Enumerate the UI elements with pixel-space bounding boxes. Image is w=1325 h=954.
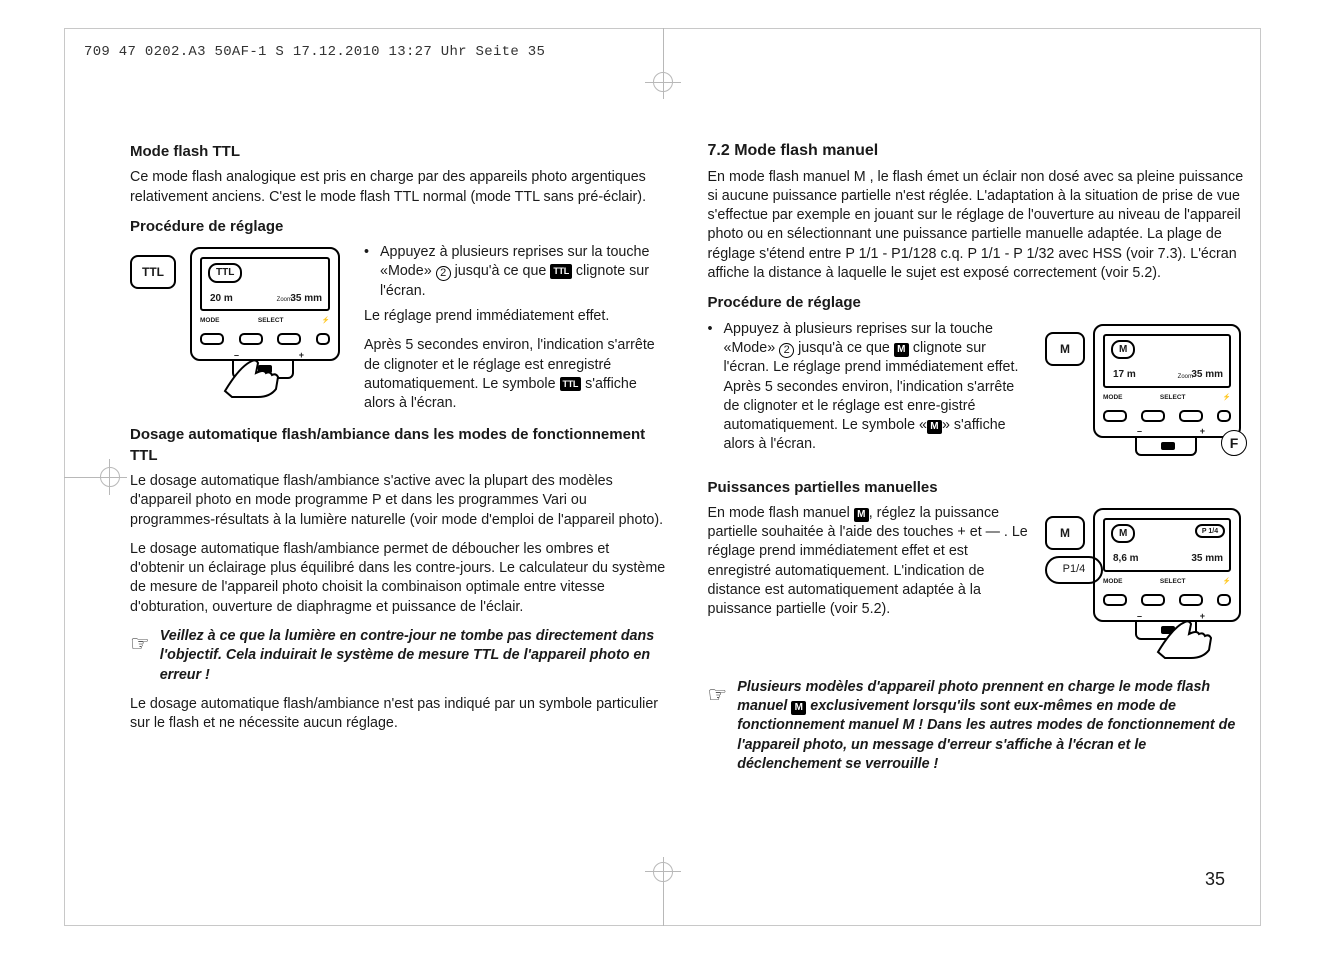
flash-figure-m1: M M 17 m Zoom 35 mm MODE SELECT ⚡: [1045, 324, 1245, 464]
bullet-1-right: • Appuyez à plusieurs reprises sur la to…: [708, 320, 1032, 455]
flash-lcd-m2: M 8,6 m P 1/4 35 mm: [1103, 518, 1231, 572]
plus-label: +: [299, 349, 304, 361]
circled-2-icon: 2: [436, 266, 451, 281]
mode-label-m2: MODE: [1103, 578, 1123, 587]
dosage-p1: Le dosage automatique flash/ambiance s'a…: [130, 472, 668, 530]
crop-mark-left-v: [109, 459, 110, 495]
lcd-mode-indicator-m2: M: [1111, 524, 1135, 544]
procedure-block-right: M M 17 m Zoom 35 mm MODE SELECT ⚡: [708, 320, 1246, 470]
lcd-mode-indicator-m1: M: [1111, 340, 1135, 360]
lcd-distance-m1: 17 m: [1113, 368, 1136, 382]
mode-button-m1: [1103, 410, 1127, 422]
page-number: 35: [1205, 869, 1225, 890]
plus-label-m1: +: [1200, 425, 1205, 437]
procedure-block-left: TTL TTL 20 m Zoom 35 mm MODE SELECT ⚡: [130, 243, 668, 423]
mode-button-m2: [1103, 594, 1127, 606]
heading-manual-mode: 7.2 Mode flash manuel: [708, 140, 1246, 162]
bullet-1-text-r: Appuyez à plusieurs reprises sur la touc…: [724, 320, 1032, 455]
flash-unit-illustration-m2: M 8,6 m P 1/4 35 mm MODE SELECT ⚡: [1093, 508, 1241, 640]
ttl-badge-icon-2: TTL: [560, 377, 582, 391]
flash-unit-illustration: TTL 20 m Zoom 35 mm MODE SELECT ⚡: [190, 247, 340, 379]
pp-a: En mode flash manuel: [708, 505, 854, 521]
file-metadata: 709 47 0202.A3 50AF-1 S 17.12.2010 13:27…: [84, 44, 545, 60]
pointing-hand-icon-2: ☞: [130, 629, 150, 659]
ttl-mode-desc: Ce mode flash analogique est pris en cha…: [130, 168, 668, 207]
heading-dosage: Dosage automatique flash/ambiance dans l…: [130, 425, 668, 466]
select-plus-button-m1: [1179, 410, 1203, 422]
bullet-1b: jusqu'à ce que: [451, 263, 551, 279]
flash-unit-illustration-m1: M 17 m Zoom 35 mm MODE SELECT ⚡: [1093, 324, 1241, 456]
dosage-p2: Le dosage automatique flash/ambiance per…: [130, 540, 668, 617]
select-label: SELECT: [258, 317, 284, 326]
flash-lcd: TTL 20 m Zoom 35 mm: [200, 257, 330, 311]
note-text-right: Plusieurs modèles d'appareil photo prenn…: [737, 678, 1245, 774]
lcd-mode-indicator: TTL: [208, 263, 242, 283]
m-badge-icon-2: M: [927, 420, 942, 434]
bullet-1-text: Appuyez à plusieurs reprises sur la touc…: [380, 243, 668, 301]
pointing-hand-icon-3: [1153, 602, 1223, 662]
side-indicator-pill-m2: M: [1045, 516, 1085, 550]
language-tab: F: [1221, 430, 1247, 456]
m-badge-icon: M: [894, 343, 909, 357]
bullet-r1b: jusqu'à ce que: [794, 340, 894, 356]
side-indicator-label-m: M: [1060, 341, 1070, 357]
flash-button-row-m1: MODE SELECT ⚡: [1103, 394, 1231, 422]
flash-icon-m2: ⚡: [1223, 578, 1231, 587]
flash-button-m1: [1217, 410, 1231, 422]
flash-button-labels-m1: MODE SELECT ⚡: [1103, 394, 1231, 403]
mode-label: MODE: [200, 317, 220, 326]
note-block-left: ☞ Veillez à ce que la lumière en contre-…: [130, 627, 668, 685]
side-indicator-pill: TTL: [130, 255, 176, 289]
m-badge-icon-4: M: [791, 701, 806, 715]
ttl-badge-icon: TTL: [550, 264, 572, 278]
side-indicator-label-m2: M: [1060, 525, 1070, 541]
crop-mark-top-h: [645, 82, 681, 83]
heading-ttl-mode: Mode flash TTL: [130, 142, 668, 162]
heading-procedure-left: Procédure de réglage: [130, 217, 668, 237]
pointing-hand-icon: [220, 341, 290, 401]
lcd-zoom-value: 35 mm: [290, 292, 322, 306]
lcd-distance: 20 m: [210, 292, 233, 306]
lcd-distance-m2: 8,6 m: [1113, 552, 1139, 566]
side-indicator-label-p14: P1/4: [1063, 562, 1086, 577]
lcd-zoom-pill-m2: P 1/4: [1195, 524, 1225, 538]
heading-partial-power: Puissances partielles manuelles: [708, 478, 1246, 498]
left-column: Mode flash TTL Ce mode flash analogique …: [130, 140, 668, 874]
note-block-right: ☞ Plusieurs modèles d'appareil photo pre…: [708, 678, 1246, 774]
note-r-b: exclusivement lorsqu'ils sont eux-mêmes …: [737, 698, 1235, 772]
flash-base-m1: [1135, 436, 1197, 456]
mode-label-m1: MODE: [1103, 394, 1123, 403]
heading-procedure-right: Procédure de réglage: [708, 293, 1246, 313]
bullet-1: • Appuyez à plusieurs reprises sur la to…: [364, 243, 668, 301]
flash-button-labels: MODE SELECT ⚡: [200, 317, 330, 326]
content-columns: Mode flash TTL Ce mode flash analogique …: [130, 140, 1245, 874]
flash-lcd-m1: M 17 m Zoom 35 mm: [1103, 334, 1231, 388]
flash-buttons-m1: [1103, 410, 1231, 422]
lcd-zoom-value-m1: 35 mm: [1191, 368, 1223, 382]
partial-power-block: M P1/4 M 8,6 m P 1/4 35 mm MODE SELECT: [708, 504, 1246, 664]
bullet-dot: •: [364, 243, 380, 301]
manual-desc: En mode flash manuel M , le flash émet u…: [708, 168, 1246, 284]
flash-icon-m1: ⚡: [1223, 394, 1231, 403]
select-label-m1: SELECT: [1160, 394, 1186, 403]
select-label-m2: SELECT: [1160, 578, 1186, 587]
flash-button: [316, 333, 330, 345]
right-column: 7.2 Mode flash manuel En mode flash manu…: [708, 140, 1246, 874]
note-text-left: Veillez à ce que la lumière en contre-jo…: [160, 627, 668, 685]
select-minus-button-m1: [1141, 410, 1165, 422]
bullet-dot-r: •: [708, 320, 724, 455]
flash-figure-m2: M P1/4 M 8,6 m P 1/4 35 mm MODE SELECT: [1045, 508, 1245, 658]
dosage-p3: Le dosage automatique flash/ambiance n'e…: [130, 695, 668, 734]
m-badge-icon-3: M: [854, 508, 869, 522]
flash-icon: ⚡: [322, 317, 330, 326]
flash-figure-ttl: TTL TTL 20 m Zoom 35 mm MODE SELECT ⚡: [130, 247, 350, 397]
circled-2-icon-r: 2: [779, 343, 794, 358]
crop-mark-left-circle: [100, 467, 120, 487]
flash-button-labels-m2: MODE SELECT ⚡: [1103, 578, 1231, 587]
side-indicator-pill-m: M: [1045, 332, 1085, 366]
lcd-zoom-value-m2: 35 mm: [1191, 552, 1223, 566]
side-indicator-label: TTL: [142, 264, 164, 280]
pointing-hand-icon-4: ☞: [708, 680, 728, 710]
